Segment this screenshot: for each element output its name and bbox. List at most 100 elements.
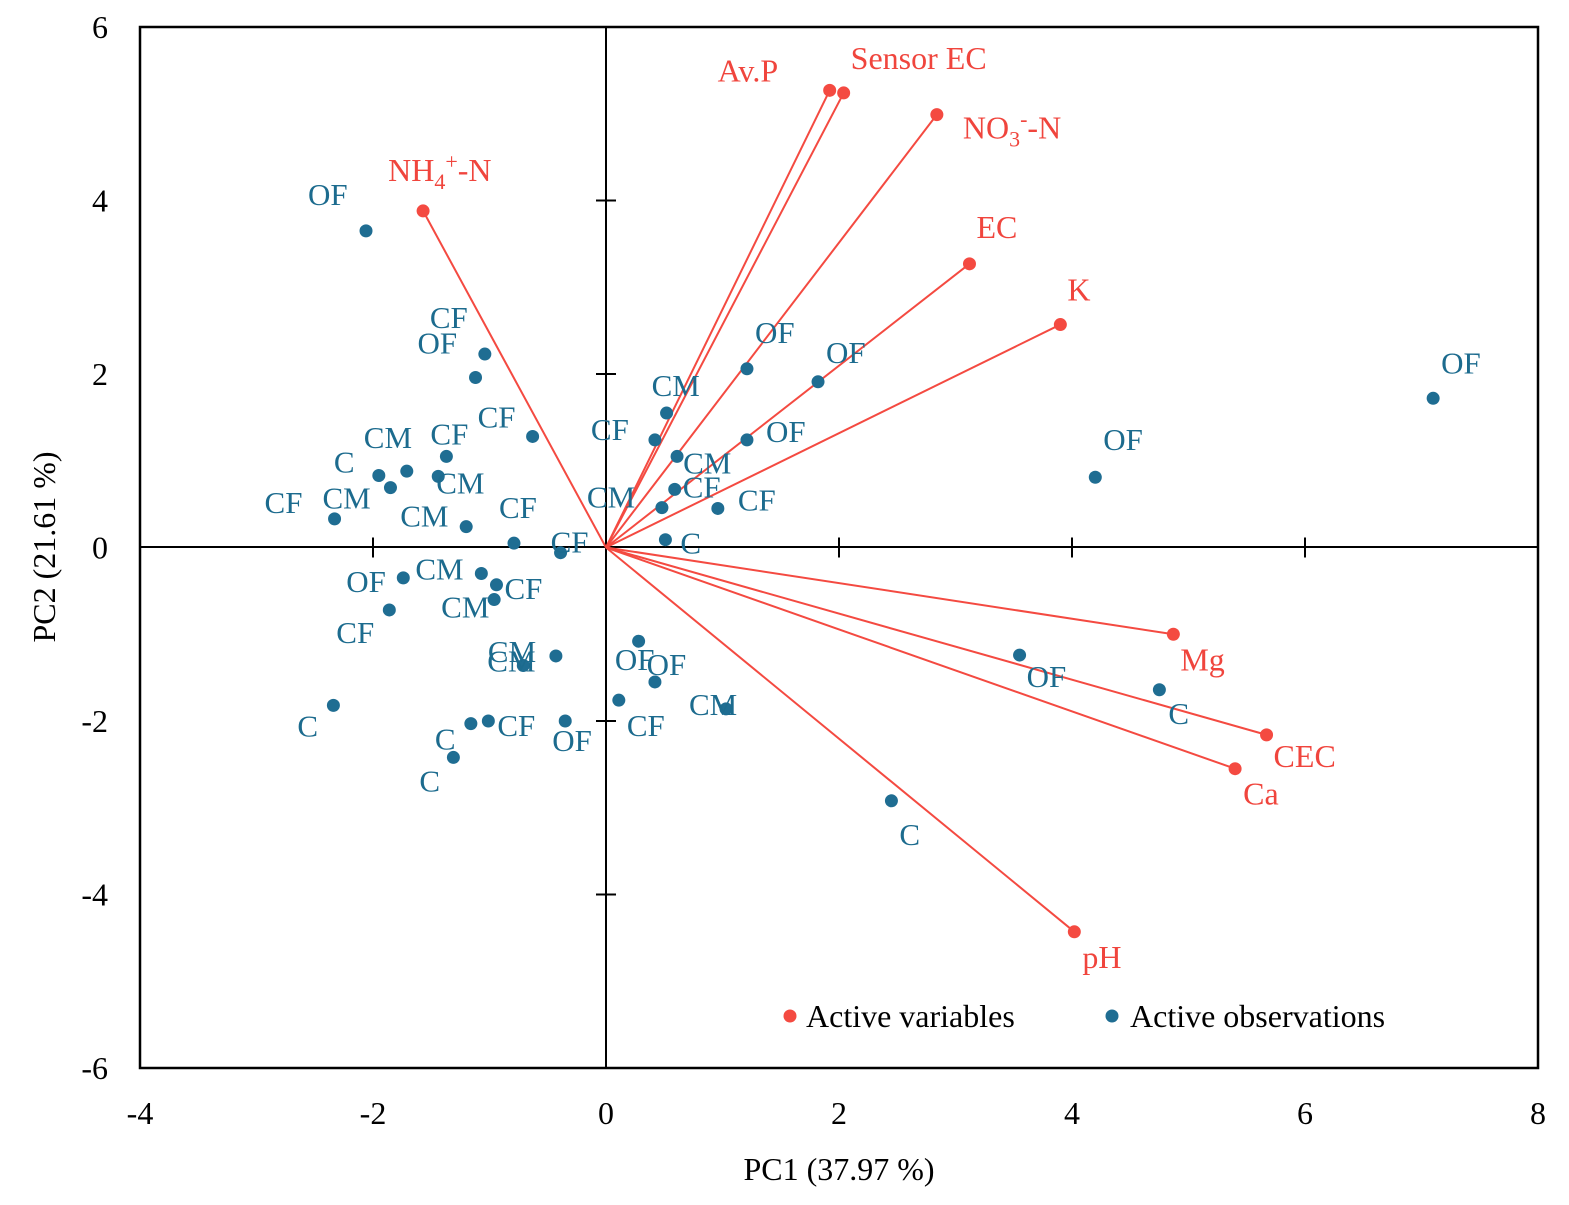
observation-label: CF bbox=[430, 416, 468, 451]
observation-point bbox=[383, 481, 397, 495]
observation-point bbox=[612, 693, 626, 707]
observation-point bbox=[359, 224, 373, 238]
observation-point bbox=[464, 717, 478, 731]
observation-point bbox=[811, 375, 825, 389]
variable-vector bbox=[605, 92, 845, 548]
observation-label: CF bbox=[738, 482, 776, 517]
observation-point bbox=[711, 501, 725, 515]
variable-vectors bbox=[416, 83, 1274, 939]
variable-vector bbox=[605, 546, 1174, 636]
y-tick-label: 6 bbox=[92, 9, 108, 45]
observation-point bbox=[549, 649, 563, 663]
observation-label: CF bbox=[683, 469, 721, 504]
variable-label: K bbox=[1067, 272, 1090, 308]
y-tick-label: -2 bbox=[81, 703, 108, 739]
observation-label: OF bbox=[615, 642, 655, 677]
observation-label: OF bbox=[1027, 659, 1067, 694]
observation-point bbox=[632, 634, 646, 648]
variable-point bbox=[1228, 762, 1242, 776]
observation-label: OF bbox=[552, 723, 592, 758]
observation-point bbox=[478, 347, 492, 361]
legend-label-observations: Active observations bbox=[1130, 998, 1385, 1034]
observation-label: OF bbox=[755, 315, 795, 350]
observation-point bbox=[670, 449, 684, 463]
x-tick-label: 2 bbox=[831, 1095, 847, 1131]
observation-label: CM bbox=[322, 481, 370, 516]
observation-label: CM bbox=[400, 499, 448, 534]
observation-label: CM bbox=[488, 634, 536, 669]
observation-label: CF bbox=[591, 412, 629, 447]
observation-point bbox=[558, 714, 572, 728]
variable-label: pH bbox=[1082, 939, 1121, 975]
observation-point bbox=[648, 675, 662, 689]
variable-vector bbox=[605, 546, 1267, 736]
observation-point bbox=[326, 698, 340, 712]
observation-label: C bbox=[680, 526, 701, 561]
variable-vector bbox=[605, 323, 1061, 549]
point-labels: NH4+-NAv.P Sensor ECNO3--NECKMgCECCapHOFC… bbox=[265, 40, 1481, 975]
observation-point bbox=[431, 469, 445, 483]
observation-point bbox=[1152, 683, 1166, 697]
variable-vector bbox=[605, 89, 831, 548]
legend-marker-variables bbox=[783, 1009, 797, 1023]
observation-label: CM bbox=[683, 445, 731, 480]
variable-point bbox=[930, 108, 944, 122]
x-tick-label: 6 bbox=[1297, 1095, 1313, 1131]
observation-point bbox=[396, 571, 410, 585]
y-tick-label: -6 bbox=[81, 1050, 108, 1086]
observation-label: CF bbox=[336, 615, 374, 650]
variable-vector bbox=[605, 114, 938, 549]
variable-vector bbox=[422, 210, 607, 548]
observation-label: CF bbox=[497, 708, 535, 743]
observation-point bbox=[372, 468, 386, 482]
observation-label: OF bbox=[1103, 422, 1143, 457]
observation-point bbox=[328, 512, 342, 526]
observation-point bbox=[474, 567, 488, 581]
variable-label: Mg bbox=[1180, 641, 1224, 677]
variable-label: NO3--N bbox=[963, 107, 1061, 152]
legend-marker-observations bbox=[1105, 1009, 1119, 1023]
variable-label: NH4+-N bbox=[388, 149, 491, 194]
observation-point bbox=[655, 501, 669, 515]
observation-label: CF bbox=[627, 708, 665, 743]
observation-point bbox=[489, 578, 503, 592]
tick-layer: -4 -2 0 2 4 6 8 6 4 2 0 -2 -4 -6 bbox=[81, 9, 1546, 1131]
observation-point bbox=[469, 370, 483, 384]
observation-label: CM bbox=[652, 368, 700, 403]
observation-label: CF bbox=[430, 300, 468, 335]
observation-label: CM bbox=[487, 643, 535, 678]
observation-label: CM bbox=[415, 552, 463, 587]
observation-point bbox=[740, 362, 754, 376]
observation-label: CM bbox=[689, 687, 737, 722]
observation-point bbox=[439, 449, 453, 463]
observation-point bbox=[487, 593, 501, 607]
observation-point bbox=[740, 433, 754, 447]
variable-point bbox=[1067, 925, 1081, 939]
y-tick-label: 4 bbox=[92, 183, 108, 219]
y-tick-label: 0 bbox=[92, 530, 108, 566]
observation-label: C bbox=[297, 708, 318, 743]
observation-label: CF bbox=[499, 490, 537, 525]
x-tick-label: 0 bbox=[598, 1095, 614, 1131]
variable-label: Av.P bbox=[718, 52, 778, 88]
variable-point bbox=[1166, 627, 1180, 641]
x-tick-label: -2 bbox=[360, 1095, 387, 1131]
legend: Active variables Active observations bbox=[783, 998, 1385, 1034]
x-tick-label: -4 bbox=[127, 1095, 154, 1131]
observation-point bbox=[446, 750, 460, 764]
observation-point bbox=[884, 794, 898, 808]
x-tick-label: 4 bbox=[1064, 1095, 1080, 1131]
observation-point bbox=[719, 702, 733, 716]
variable-label: EC bbox=[976, 209, 1017, 245]
observation-point bbox=[459, 520, 473, 534]
observation-point bbox=[658, 533, 672, 547]
observation-label: CF bbox=[265, 485, 303, 520]
variable-vector bbox=[605, 263, 971, 549]
observation-point bbox=[1013, 648, 1027, 662]
observation-label: OF bbox=[826, 335, 866, 370]
variable-vector bbox=[605, 546, 1075, 933]
x-axis-title: PC1 (37.97 %) bbox=[743, 1151, 934, 1187]
observation-label: OF bbox=[308, 177, 348, 212]
observation-label: C bbox=[419, 763, 440, 798]
